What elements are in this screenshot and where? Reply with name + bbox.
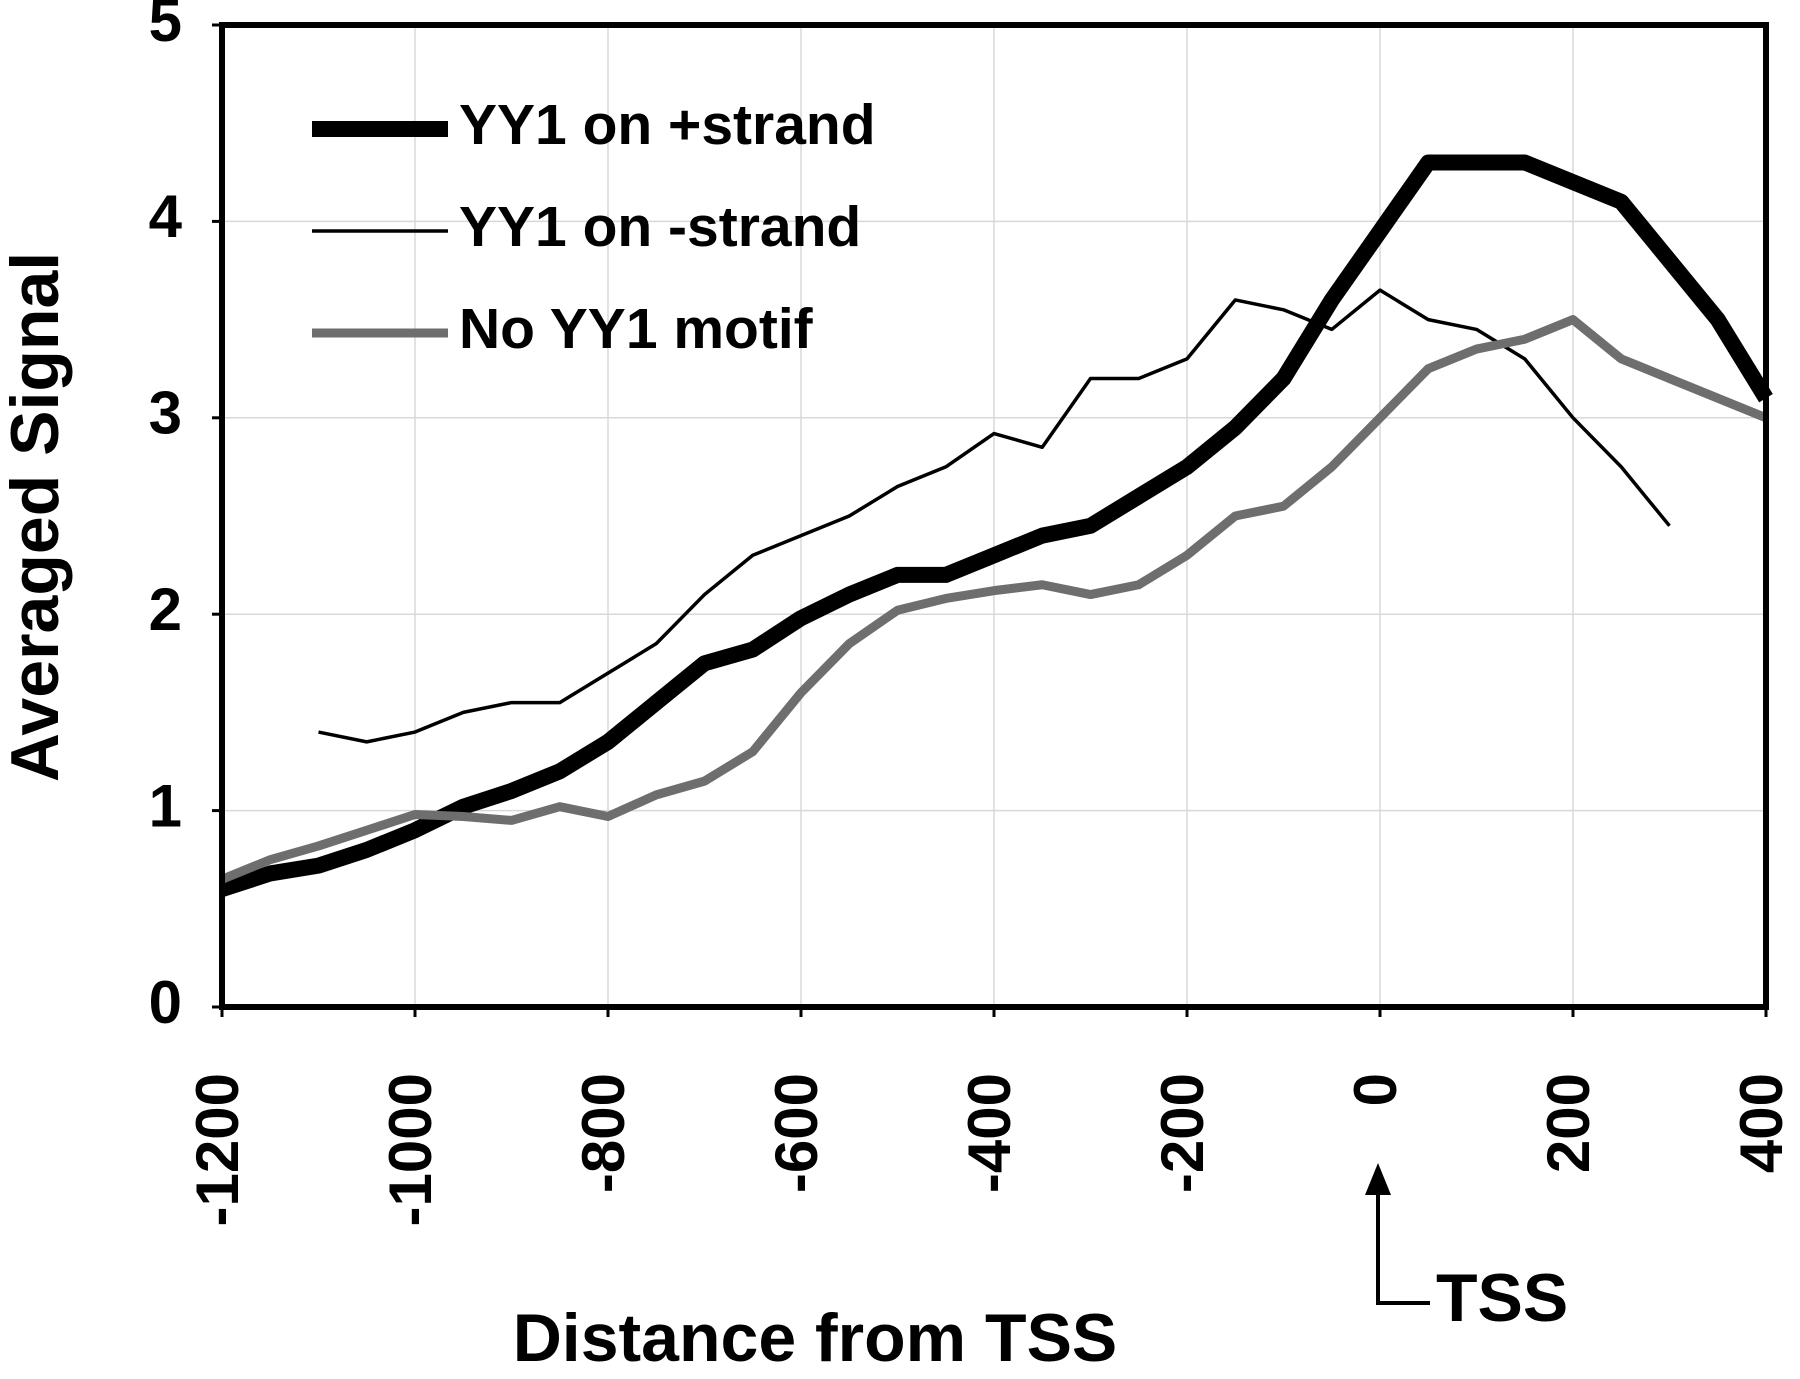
y-tick-label: 5 — [149, 0, 182, 54]
y-axis-title: Averaged Signal — [0, 252, 73, 782]
legend-label: No YY1 motif — [459, 297, 814, 361]
x-tick-label: -1200 — [184, 1073, 251, 1226]
x-tick-label: -400 — [956, 1073, 1023, 1193]
x-axis-title: Distance from TSS — [513, 1300, 1118, 1376]
legend: YY1 on +strand YY1 on -strand No YY1 motif — [312, 93, 876, 361]
legend-label: YY1 on +strand — [459, 93, 876, 157]
x-tick-label: 0 — [1342, 1073, 1409, 1106]
y-tick-label: 4 — [149, 183, 183, 250]
x-tick-label: 400 — [1728, 1073, 1795, 1173]
x-tick-label: 200 — [1535, 1073, 1602, 1173]
y-tick-label: 2 — [149, 576, 182, 643]
y-tick-label: 1 — [149, 772, 182, 839]
annotation-text: TSS — [1436, 1260, 1568, 1336]
y-tick-label: 3 — [149, 380, 182, 447]
y-tick-label: 0 — [149, 969, 182, 1036]
plot-lines — [219, 154, 1773, 897]
tss-annotation: TSS — [1365, 1163, 1568, 1336]
x-tick-label: -200 — [1149, 1073, 1216, 1193]
x-tick-label: -1000 — [377, 1073, 444, 1226]
axes: 0 1 2 3 4 5 -1200 -1000 -800 -600 -400 -200 0 200 400 — [149, 0, 1795, 1226]
x-tick-label: -800 — [570, 1073, 637, 1193]
x-tick-label: -600 — [763, 1073, 830, 1193]
series-line — [318, 288, 1671, 744]
annotation-arrowhead — [1365, 1163, 1391, 1195]
series-line — [220, 315, 1768, 884]
series-line — [219, 154, 1773, 897]
legend-label: YY1 on -strand — [459, 195, 861, 259]
